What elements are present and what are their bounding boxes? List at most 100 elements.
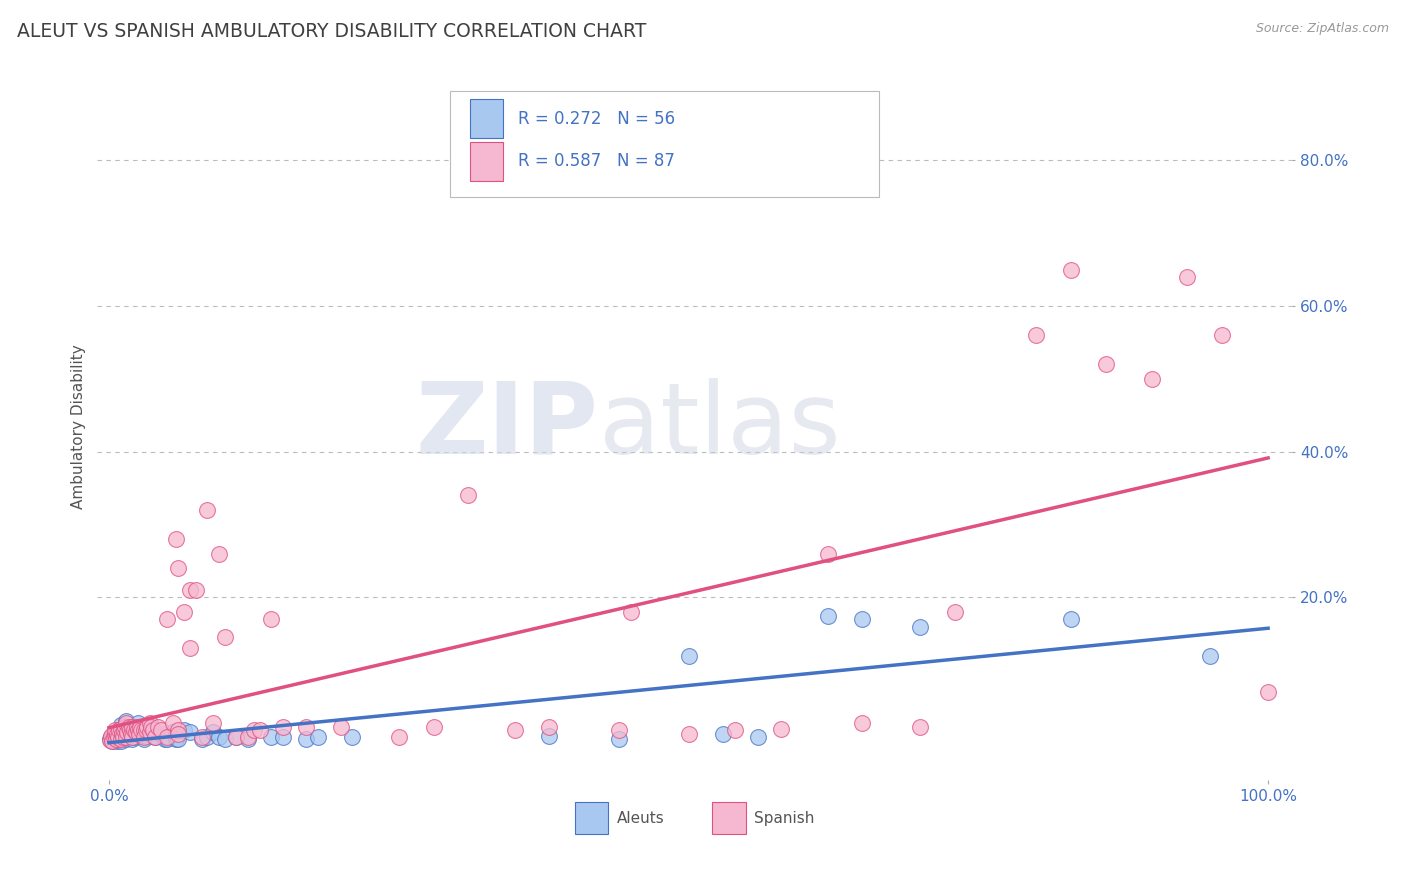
Point (197, 731, 219, 745)
Point (225, 731, 247, 745)
Point (167, 727, 190, 741)
FancyBboxPatch shape (470, 142, 503, 181)
Point (165, 732, 187, 747)
Point (910, 619, 932, 633)
Point (162, 725, 184, 739)
Text: Source: ZipAtlas.com: Source: ZipAtlas.com (1256, 22, 1389, 36)
Point (104, 732, 127, 747)
Point (115, 731, 138, 745)
Point (121, 732, 143, 747)
Point (236, 731, 259, 746)
FancyBboxPatch shape (470, 100, 503, 138)
Point (121, 731, 143, 745)
Point (538, 729, 561, 743)
Point (271, 720, 294, 734)
Point (1140, 372, 1163, 386)
Point (111, 727, 134, 741)
Point (110, 718, 132, 732)
Point (127, 715, 149, 730)
Point (173, 605, 195, 619)
Point (111, 727, 134, 741)
Point (100, 729, 122, 743)
Point (295, 720, 318, 734)
Point (190, 731, 212, 745)
Point (179, 725, 201, 739)
Point (138, 727, 160, 741)
Text: R = 0.272   N = 56: R = 0.272 N = 56 (517, 110, 675, 128)
Point (214, 631, 236, 645)
Point (138, 725, 160, 739)
Point (150, 723, 173, 737)
Text: Aleuts: Aleuts (617, 811, 665, 826)
Point (1175, 269, 1198, 284)
Point (817, 608, 839, 623)
Point (132, 727, 155, 741)
Text: ZIP: ZIP (416, 377, 599, 475)
Point (115, 732, 138, 747)
Point (118, 729, 141, 743)
Point (118, 723, 141, 737)
Point (1060, 612, 1083, 626)
Point (115, 715, 138, 730)
Point (457, 488, 479, 502)
Point (100, 731, 122, 745)
Point (117, 725, 139, 739)
Point (105, 734, 128, 748)
Point (538, 720, 561, 734)
Point (138, 715, 160, 730)
Point (105, 727, 128, 741)
Point (422, 720, 444, 734)
Point (1199, 648, 1222, 663)
Point (162, 715, 184, 730)
Point (260, 731, 283, 745)
Point (943, 605, 966, 619)
Point (101, 734, 124, 748)
FancyBboxPatch shape (713, 802, 745, 834)
Point (125, 720, 148, 734)
Point (112, 731, 135, 745)
Point (110, 732, 132, 747)
Point (208, 731, 231, 745)
Point (179, 641, 201, 656)
Point (202, 725, 225, 739)
Point (678, 727, 700, 741)
Point (107, 729, 129, 743)
Point (120, 727, 142, 741)
Point (98, 732, 121, 747)
Point (817, 547, 839, 561)
Point (851, 715, 873, 730)
Point (124, 731, 146, 745)
Point (619, 605, 641, 619)
Point (388, 731, 411, 745)
Point (165, 532, 187, 546)
Point (1257, 685, 1279, 699)
Point (1060, 262, 1083, 277)
FancyBboxPatch shape (575, 802, 609, 834)
Point (131, 729, 153, 743)
Point (167, 561, 190, 575)
Point (197, 503, 219, 517)
Point (124, 723, 146, 737)
Y-axis label: Ambulatory Disability: Ambulatory Disability (72, 344, 86, 508)
Point (139, 720, 162, 734)
Point (711, 727, 734, 741)
Point (607, 732, 630, 747)
Point (142, 723, 165, 737)
Point (103, 731, 125, 745)
Point (124, 725, 146, 739)
Point (150, 727, 173, 741)
Point (135, 729, 157, 743)
Point (101, 734, 124, 748)
Text: Spanish: Spanish (754, 811, 814, 826)
Point (342, 731, 364, 745)
Point (117, 720, 139, 734)
Point (271, 731, 294, 745)
Point (260, 612, 283, 626)
Point (129, 720, 152, 734)
Point (132, 731, 155, 745)
Point (724, 723, 747, 737)
Point (111, 731, 134, 745)
Point (153, 732, 176, 747)
Text: ALEUT VS SPANISH AMBULATORY DISABILITY CORRELATION CHART: ALEUT VS SPANISH AMBULATORY DISABILITY C… (17, 22, 647, 41)
Point (295, 731, 318, 746)
